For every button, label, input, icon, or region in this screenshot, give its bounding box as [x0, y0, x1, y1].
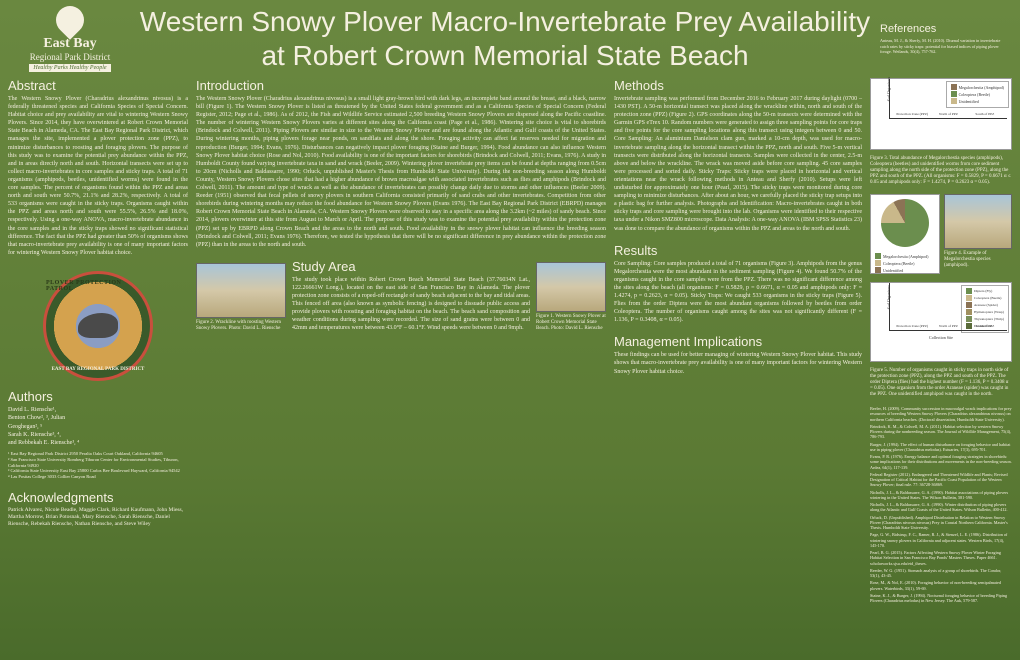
study-area-text: The study took place within Robert Crown… — [292, 276, 530, 333]
legend-item: Coleoptera (Beetle) — [883, 261, 914, 266]
bar-label: Protection Zone (PPZ) — [896, 112, 928, 116]
ref-item: Orluck, D. (Unpublished). Amphipod Distr… — [870, 515, 1012, 531]
bar-label: South of PPZ — [975, 324, 994, 328]
authors-heading: Authors — [8, 389, 188, 404]
fig2-caption: Figure 2. Wrackline with roosting Wester… — [196, 320, 286, 332]
methods-heading: Methods — [614, 78, 862, 93]
bar-label: North of PPZ — [939, 324, 958, 328]
ref-item: Federal Register (2012). Endangered and … — [870, 472, 1012, 488]
author: Benton Chow², ³, Julian — [8, 414, 188, 422]
y-label: # of Organisms — [886, 76, 891, 101]
col-intro: Introduction The Western Snowy Plover (C… — [196, 78, 606, 652]
author: Sarah K. Riensche³, ⁴, — [8, 431, 188, 439]
logo-sub: Regional Park District — [30, 52, 111, 62]
plover-silhouette-icon — [78, 313, 118, 338]
ref-item: Reeder, W. G. (1951). Stomach analysis o… — [870, 568, 1012, 579]
col-methods-results: Methods Invertebrate sampling was perfor… — [614, 78, 862, 652]
figure-4-photo — [944, 194, 1012, 249]
col-figures-refs: Megalorchestia (Amphipod) Coleoptera (Be… — [870, 78, 1012, 652]
mgmt-text: These findings can be used for better ma… — [614, 351, 862, 375]
bar-label: Protection Zone (PPZ) — [896, 324, 928, 328]
results-heading: Results — [614, 243, 862, 258]
affil: ² San Francisco State University Romberg… — [8, 457, 188, 469]
author: and Rebbekah E. Riensche³, ⁴ — [8, 439, 188, 447]
abstract-heading: Abstract — [8, 78, 188, 93]
logo-tag: Healthy Parks Healthy People — [29, 64, 110, 72]
figure-3-chart: Megalorchestia (Amphipod) Coleoptera (Be… — [870, 78, 1012, 150]
legend-item: Unidentified — [883, 268, 903, 273]
ref-item: Rose, M., & Nol, E. (2010). Foraging beh… — [870, 580, 1012, 591]
fig1-caption: Figure 1. Western Snowy Plover at Robert… — [536, 314, 606, 332]
ack-heading: Acknowledgments — [8, 490, 188, 505]
affil: ¹ East Bay Regional Park District 2950 P… — [8, 451, 188, 457]
affiliations: ¹ East Bay Regional Park District 2950 P… — [8, 451, 188, 480]
authors-list: David L. Riensche¹, Benton Chow², ³, Jul… — [8, 406, 188, 448]
author: David L. Riensche¹, — [8, 406, 188, 414]
figure-4-pie: Megalorchestia (Amphipod) Coleoptera (Be… — [870, 194, 940, 274]
bar-label: South of PPZ — [975, 112, 994, 116]
study-area-heading: Study Area — [292, 259, 530, 274]
ref-item: Burger, J. (1994). The effect of human d… — [870, 442, 1012, 453]
ref-item: Beeler, H. (2009). Community succession … — [870, 406, 1012, 422]
ref-item: Brindock, K. M., & Colwell, M. A. (2011)… — [870, 424, 1012, 440]
bar-label: North of PPZ — [939, 112, 958, 116]
ref-item: Anteau, M. J., & Sherfy, M. H. (2010). D… — [880, 38, 1010, 54]
ref-item: Nicholls, J. L., & Baldassarre, G. A. (1… — [870, 502, 1012, 513]
fig4-caption: Figure 4. Example of Megalorchestia spec… — [944, 251, 1012, 269]
abstract-text: The Western Snowy Plover (Charadrius ale… — [8, 95, 188, 257]
poster-title: Western Snowy Plover Macro-Invertebrate … — [130, 5, 880, 72]
title-bar: East Bay Regional Park District Healthy … — [0, 0, 1020, 78]
ref-item: Evans, P. R. (1976). Energy balance and … — [870, 454, 1012, 470]
x-label: Collection Site — [871, 335, 1011, 340]
leaf-icon — [50, 0, 90, 40]
ack-text: Patrick Alvarez, Nicole Beadle, Maggie C… — [8, 507, 188, 528]
intro-text: The Western Snowy Plover (Charadrius ale… — [196, 95, 606, 249]
results-text: Core Sampling: Core samples produced a t… — [614, 260, 862, 325]
references-continued: Beeler, H. (2009). Community succession … — [870, 406, 1012, 605]
ref-item: Page, G. W., Bidstrup, F. C., Ramer, R. … — [870, 532, 1012, 548]
col-abstract: Abstract The Western Snowy Plover (Chara… — [8, 78, 188, 652]
title-line2: at Robert Crown Memorial State Beach — [130, 39, 880, 73]
y-label: # of Organisms — [886, 284, 891, 309]
figure-1-photo — [536, 262, 606, 312]
columns: Abstract The Western Snowy Plover (Chara… — [0, 78, 1020, 660]
patrol-patch — [43, 271, 153, 381]
title-line1: Western Snowy Plover Macro-Invertebrate … — [130, 5, 880, 39]
affil: ⁴ Las Positas College 3033 Collier Canyo… — [8, 474, 188, 480]
references-heading: References — [880, 22, 1010, 36]
legend-item: Megalorchestia (Amphipod) — [883, 254, 928, 259]
methods-text: Invertebrate sampling was performed from… — [614, 95, 862, 233]
ref-item: Staine, K. J., & Burger, J. (1994). Noct… — [870, 593, 1012, 604]
author: Geoghegan², ⁵ — [8, 423, 188, 431]
ref-item: Nicholls, J. L., & Baldassarre, G. A. (1… — [870, 490, 1012, 501]
ref-item: Pearl, B. G. (2015). Factors Affecting W… — [870, 550, 1012, 566]
fig3-caption: Figure 3. Total abundance of Megalorches… — [870, 156, 1012, 186]
references-top: References Anteau, M. J., & Sherfy, M. H… — [880, 22, 1010, 56]
figure-2-photo — [196, 263, 286, 318]
figure-5-chart: Diptera (Fly) Coleoptera (Beetle) Aranea… — [870, 282, 1012, 362]
intro-heading: Introduction — [196, 78, 606, 93]
mgmt-heading: Management Implications — [614, 334, 862, 349]
fig5-caption: Figure 5. Number of organisms caught in … — [870, 368, 1012, 398]
logo: East Bay Regional Park District Healthy … — [10, 6, 130, 72]
